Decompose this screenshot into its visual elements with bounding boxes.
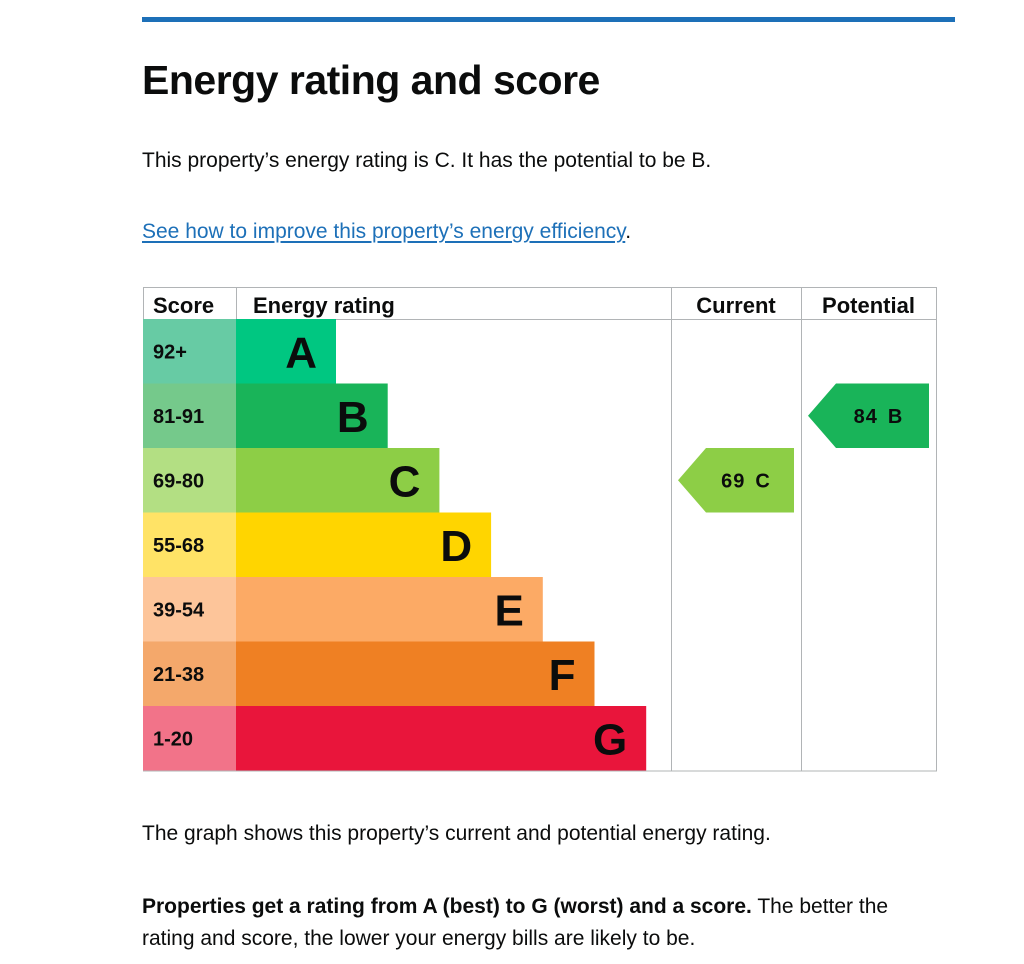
chart-bands: 92+ A 81-91 B 69-80 C 55-68 D 39-54 E 21-38 F 1-20 G	[143, 319, 647, 771]
band-score-cell	[143, 383, 236, 448]
page-title: Energy rating and score	[142, 57, 600, 103]
header-score: Score	[153, 293, 214, 318]
header-potential: Potential	[822, 293, 915, 318]
potential-rating-arrow-shape	[808, 383, 929, 448]
current-rating-arrow: 69 C	[678, 448, 794, 513]
band-bar	[236, 319, 336, 384]
band-letter: B	[337, 393, 369, 442]
current-rating-arrow-letter: C	[755, 470, 770, 492]
band-score-cell	[143, 512, 236, 577]
band-bar	[236, 577, 543, 642]
band-bar	[236, 706, 647, 771]
band-f: 21-38 F	[143, 641, 595, 706]
improve-line: See how to improve this property’s energ…	[142, 218, 631, 246]
header-current: Current	[696, 293, 776, 318]
top-rule	[142, 17, 955, 22]
band-g: 1-20 G	[143, 706, 647, 771]
graph-caption: The graph shows this property’s current …	[142, 822, 771, 845]
band-score-cell	[143, 577, 236, 642]
band-score-range: 69-80	[153, 470, 204, 492]
band-letter: E	[494, 586, 523, 635]
band-a: 92+ A	[143, 319, 336, 384]
band-bar	[236, 448, 440, 513]
band-letter: D	[440, 522, 472, 571]
current-rating-arrow-shape	[678, 448, 794, 513]
potential-rating-arrow-letter: B	[888, 406, 903, 428]
rating-explanation-bold: Properties get a rating from A (best) to…	[142, 895, 752, 918]
chart-headers: Score Energy rating Current Potential	[153, 293, 915, 318]
rating-explanation: Properties get a rating from A (best) to…	[142, 891, 942, 955]
band-score-cell	[143, 706, 236, 771]
band-letter: C	[389, 457, 421, 506]
band-score-range: 1-20	[153, 728, 193, 750]
current-rating-arrow-score: 69	[721, 470, 745, 492]
band-c: 69-80 C	[143, 448, 440, 513]
improve-link-suffix: .	[625, 220, 632, 243]
rating-explanation-rest: The better the rating and score, the low…	[142, 895, 889, 950]
band-score-range: 21-38	[153, 664, 204, 686]
band-bar	[236, 512, 492, 577]
potential-rating-arrow-score: 84	[854, 406, 878, 428]
band-bar	[236, 641, 595, 706]
potential-rating-arrow: 84 B	[808, 383, 929, 448]
band-b: 81-91 B	[143, 383, 388, 448]
band-score-cell	[143, 641, 236, 706]
band-score-cell	[143, 319, 236, 384]
header-energy-rating: Energy rating	[253, 293, 395, 318]
band-letter: F	[549, 651, 576, 700]
band-bar	[236, 383, 388, 448]
band-d: 55-68 D	[143, 512, 492, 577]
potential-rating-arrow-label: 84 B	[854, 406, 904, 428]
band-score-cell	[143, 448, 236, 513]
band-letter: A	[285, 328, 317, 377]
improve-efficiency-link[interactable]: See how to improve this property’s energ…	[142, 220, 626, 243]
band-score-range: 55-68	[153, 535, 204, 557]
band-score-range: 92+	[153, 341, 187, 363]
chart-arrows: 69 C 84 B	[678, 383, 929, 513]
current-rating-arrow-label: 69 C	[721, 470, 771, 492]
band-letter: G	[593, 715, 627, 764]
band-score-range: 39-54	[153, 599, 205, 621]
band-e: 39-54 E	[143, 577, 543, 642]
rating-summary: This property’s energy rating is C. It h…	[142, 149, 712, 172]
band-score-range: 81-91	[153, 406, 204, 428]
